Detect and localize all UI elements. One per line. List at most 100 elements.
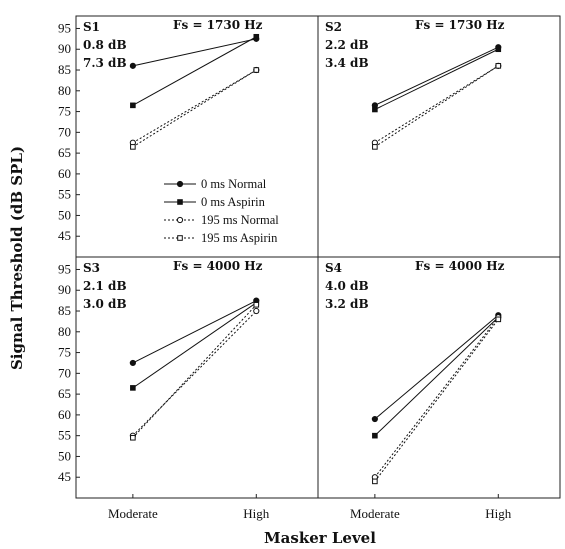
series-line (374, 316, 499, 478)
panel-s2: S2 Fs = 1730 Hz 2.2 dB 3.4 dB (325, 18, 505, 150)
y-tick-label: 80 (58, 324, 71, 339)
data-point (372, 432, 378, 439)
y-tick-label: 60 (58, 166, 71, 181)
series-195-ms-normal (371, 314, 502, 481)
data-point (372, 144, 378, 150)
y-tick-label: 45 (58, 469, 71, 484)
legend-label: 0 ms Aspirin (201, 195, 266, 209)
y-tick-label: 95 (58, 20, 71, 35)
data-point (130, 102, 136, 109)
data-point (130, 385, 136, 391)
series-195-ms-aspirin (372, 63, 502, 150)
series-line (374, 46, 499, 106)
series-line (374, 314, 499, 420)
panels: S1 Fs = 1730 Hz 0.8 dB 7.3 dB S2 Fs = 1730 Hz… (83, 18, 505, 485)
y-tick-label: 60 (58, 407, 71, 422)
series-line (374, 319, 499, 482)
series-line (132, 36, 257, 106)
y-tick-label: 75 (58, 345, 71, 360)
y-tick-label: 85 (58, 62, 71, 77)
series-0-ms-aspirin (130, 33, 260, 109)
panel-note: 3.4 dB (325, 56, 369, 70)
panel-label: S3 (83, 261, 100, 275)
legend-marker (177, 199, 183, 205)
series-0-ms-normal (129, 35, 260, 69)
legend-entry: 195 ms Aspirin (164, 231, 278, 245)
legend: 0 ms Normal 0 ms Aspirin 195 ms Normal 195 … (164, 177, 279, 245)
y-tick-label: 90 (58, 282, 71, 297)
y-tick-label: 50 (58, 448, 71, 463)
series-line (132, 310, 257, 437)
panel-note: 2.1 dB (83, 279, 127, 293)
series-line (132, 69, 257, 148)
legend-marker (176, 180, 184, 188)
data-point (130, 144, 136, 150)
axes-ticks: 45 50 55 60 65 70 75 80 85 90 95 45 50 55 60 65 70 75 80 85… (58, 20, 512, 521)
x-tick-label: Moderate (108, 506, 158, 521)
y-tick-label: 70 (58, 124, 71, 139)
panel-note: 3.2 dB (325, 297, 369, 311)
series-line (374, 316, 499, 437)
x-tick-label: High (243, 506, 270, 521)
series-195-ms-aspirin (130, 67, 260, 150)
y-tick-label: 50 (58, 207, 71, 222)
series-line (132, 304, 257, 439)
panel-note: 3.0 dB (83, 297, 127, 311)
data-point (371, 415, 378, 423)
panel-s1: S1 Fs = 1730 Hz 0.8 dB 7.3 dB (83, 18, 263, 150)
panel-s4: S4 Fs = 4000 Hz 4.0 dB 3.2 dB (325, 259, 505, 485)
panel-label: S1 (83, 20, 100, 34)
panel-note: 0.8 dB (83, 38, 127, 52)
data-point (253, 33, 260, 40)
y-tick-label: 90 (58, 41, 71, 56)
series-line (132, 38, 257, 67)
data-point (253, 67, 260, 73)
x-tick-label: High (485, 506, 512, 521)
series-195-ms-normal (129, 66, 260, 146)
data-point (130, 434, 136, 441)
panel-label: S2 (325, 20, 342, 34)
legend-entry: 0 ms Aspirin (164, 195, 266, 209)
series-line (374, 48, 499, 110)
series-line (132, 302, 257, 389)
y-tick-label: 55 (58, 187, 71, 202)
y-tick-label: 55 (58, 428, 71, 443)
legend-label: 195 ms Aspirin (201, 231, 278, 245)
y-tick-label: 65 (58, 386, 71, 401)
data-point (129, 62, 136, 69)
y-tick-label: 70 (58, 365, 71, 380)
panel-note: 7.3 dB (83, 56, 127, 70)
panel-label: S4 (325, 261, 342, 275)
panel-note: 4.0 dB (325, 279, 369, 293)
legend-label: 195 ms Normal (201, 213, 279, 227)
panel-frequency: Fs = 4000 Hz (173, 259, 263, 273)
data-point (253, 301, 260, 308)
panel-frequency: Fs = 1730 Hz (173, 18, 263, 32)
panel-s3: S3 Fs = 4000 Hz 2.1 dB 3.0 dB (83, 259, 263, 441)
panel-frames (75, 15, 561, 499)
panel-note: 2.2 dB (325, 38, 369, 52)
data-point (495, 46, 502, 53)
series-0-ms-aspirin (372, 46, 502, 113)
y-tick-label: 85 (58, 303, 71, 318)
legend-marker (177, 235, 183, 241)
panel-frequency: Fs = 4000 Hz (415, 259, 505, 273)
series-0-ms-normal (129, 297, 260, 367)
series-line (132, 300, 257, 364)
series-195-ms-normal (371, 62, 502, 146)
series-195-ms-aspirin (130, 301, 260, 441)
y-tick-label: 65 (58, 145, 71, 160)
data-point (129, 359, 136, 367)
series-line (374, 65, 499, 148)
data-point (253, 307, 260, 315)
series-0-ms-normal (371, 312, 502, 423)
data-point (372, 478, 378, 485)
x-axis-title: Masker Level (264, 529, 376, 547)
legend-entry: 195 ms Normal (164, 213, 279, 227)
data-point (372, 106, 378, 113)
x-tick-label: Moderate (350, 506, 400, 521)
series-0-ms-aspirin (130, 299, 260, 391)
data-point (495, 63, 502, 69)
series-line (374, 65, 499, 144)
y-axis-title: Signal Threshold (dB SPL) (8, 146, 26, 370)
